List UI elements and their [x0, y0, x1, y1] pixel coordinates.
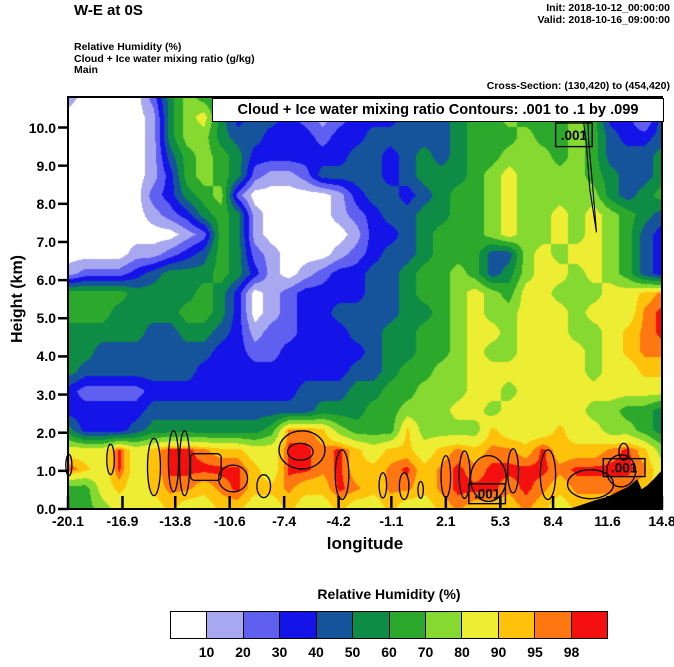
x-tick-label: -1.1: [379, 513, 404, 529]
colorbar-boundary-label: 70: [417, 644, 434, 660]
x-tick-label: -7.4: [272, 513, 297, 529]
colorbar-boundary-label: 20: [235, 644, 251, 660]
y-tick-label: 5.0: [36, 310, 56, 327]
x-tick-label: 14.8: [648, 513, 674, 529]
run-times: Init: 2018-10-12_00:00:00 Valid: 2018-10…: [537, 2, 670, 26]
field-3-label: Main: [74, 64, 98, 76]
y-tick-label: 7.0: [36, 233, 56, 250]
page-title: W-E at 0S: [74, 2, 143, 19]
y-tick-label: 6.0: [36, 272, 56, 289]
y-tick-label: 1.0: [36, 462, 56, 479]
colorbar-boundary-label: 90: [490, 644, 507, 660]
x-tick-label: 5.3: [490, 513, 511, 529]
field-descriptions: Relative Humidity (%) Cloud + Ice water …: [74, 41, 255, 77]
x-tick-label: -16.9: [106, 513, 139, 529]
init-time: Init: 2018-10-12_00:00:00: [546, 2, 670, 14]
colorbar-boundary-label: 80: [454, 644, 470, 660]
colorbar-boundary-label: 50: [344, 644, 361, 660]
y-tick-label: 10.0: [28, 119, 56, 136]
contour-title-box: Cloud + Ice water mixing ratio Contours:…: [212, 98, 664, 122]
colorbar-cell-60: [388, 612, 425, 638]
colorbar-cell-10: [206, 612, 243, 638]
field-1-label: Relative Humidity (%): [74, 41, 182, 53]
colorbar-cell-80: [461, 612, 498, 638]
x-tick-label: -13.8: [159, 513, 192, 529]
y-axis-title: Height (km): [9, 255, 26, 343]
rh-filled-contour-field: [68, 97, 662, 509]
x-tick-label: 2.1: [436, 513, 456, 529]
colorbar-boundary-label: 10: [198, 644, 215, 660]
colorbar-cell-70: [424, 612, 462, 638]
y-tick-label: 2.0: [36, 424, 56, 441]
x-tick-label: -4.2: [326, 513, 351, 529]
colorbar-cell-20: [242, 612, 280, 638]
y-tick-label: 8.0: [36, 195, 56, 212]
x-tick-label: -10.6: [213, 513, 246, 529]
colorbar-cell-90: [497, 612, 535, 638]
colorbar-cell-50: [352, 612, 389, 638]
colorbar-title: Relative Humidity (%): [317, 586, 461, 602]
colorbar-boundary-label: 60: [381, 644, 397, 660]
colorbar-cell-95: [534, 612, 571, 638]
colorbar: [170, 611, 608, 639]
colorbar-cell-30: [279, 612, 316, 638]
colorbar-cell-98: [570, 612, 608, 638]
y-tick-label: 9.0: [36, 157, 56, 174]
x-tick-label: 8.4: [543, 513, 563, 529]
colorbar-boundary-label: 98: [563, 644, 580, 660]
colorbar-boundary-label: 40: [308, 644, 324, 660]
y-tick-label: 0.0: [36, 501, 56, 517]
colorbar-boundary-label: 95: [527, 644, 543, 660]
y-tick-label: 3.0: [36, 386, 56, 403]
cross-section-info: Cross-Section: (130,420) to (454,420): [486, 80, 670, 92]
colorbar-cell-40: [315, 612, 353, 638]
x-tick-label: 11.6: [594, 513, 621, 529]
x-tick-label: -20.1: [52, 513, 84, 529]
colorbar-cell-10: [171, 612, 207, 638]
valid-time: Valid: 2018-10-16_09:00:00: [537, 14, 670, 26]
y-tick-label: 4.0: [36, 348, 56, 365]
x-axis-title: longitude: [326, 534, 404, 553]
colorbar-boundary-label: 30: [271, 644, 288, 660]
field-2-label: Cloud + Ice water mixing ratio (g/kg): [74, 52, 255, 65]
